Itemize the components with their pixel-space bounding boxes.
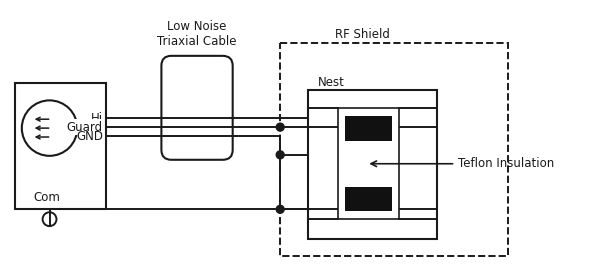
Circle shape xyxy=(276,123,284,131)
Text: Nest: Nest xyxy=(318,76,344,89)
Bar xyxy=(308,91,437,239)
Text: Teflon Insulation: Teflon Insulation xyxy=(458,157,554,170)
Bar xyxy=(344,186,392,211)
Text: Com: Com xyxy=(33,191,60,204)
Circle shape xyxy=(276,205,284,213)
Bar xyxy=(344,116,392,141)
Text: Hi: Hi xyxy=(91,112,103,125)
Text: Low Noise
Triaxial Cable: Low Noise Triaxial Cable xyxy=(157,20,237,48)
Bar xyxy=(338,108,399,219)
Text: Guard: Guard xyxy=(67,120,103,134)
Circle shape xyxy=(276,151,284,159)
Circle shape xyxy=(22,100,77,156)
Text: GND: GND xyxy=(76,130,103,143)
Bar xyxy=(280,43,508,256)
Text: RF Shield: RF Shield xyxy=(335,28,389,41)
FancyBboxPatch shape xyxy=(161,56,233,160)
Circle shape xyxy=(43,212,56,226)
Bar xyxy=(15,83,106,209)
